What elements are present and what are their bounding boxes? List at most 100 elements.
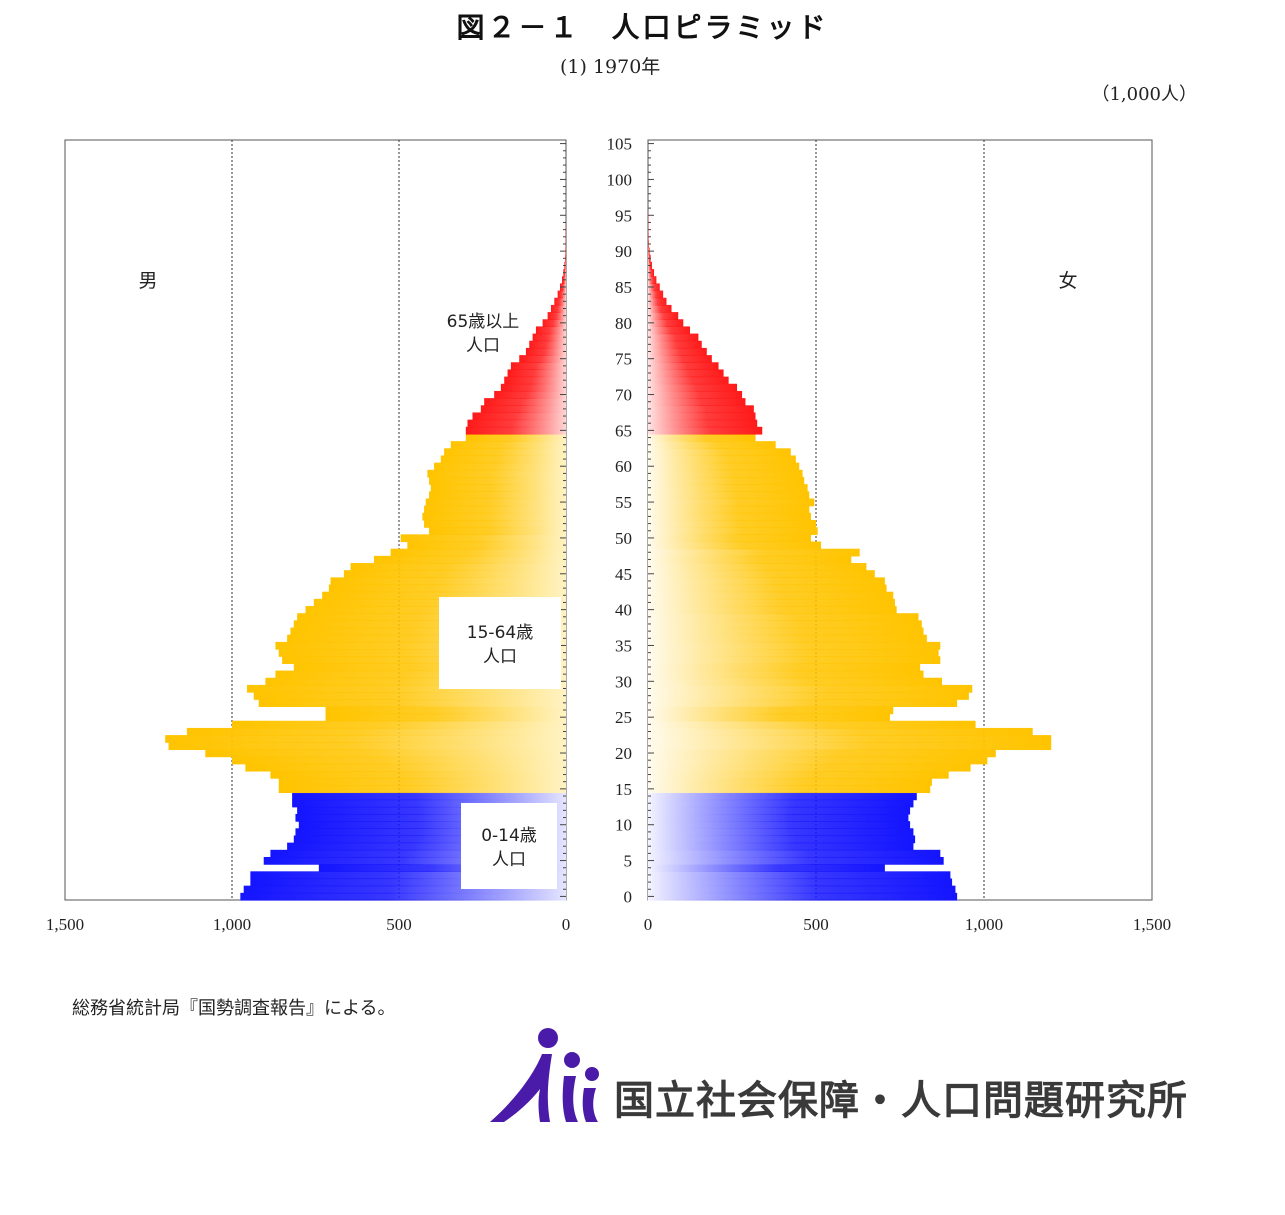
female-bar-age-15 [648,785,930,793]
male-bar-age-66 [467,420,566,428]
male-bar-age-43 [329,585,566,593]
male-label: 男 [138,270,157,292]
age-tick-label: 85 [615,278,632,297]
female-bar-age-12 [648,807,910,815]
age-tick-label: 100 [607,170,633,189]
male-bar-age-14 [292,792,566,800]
ipss-logo-icon [486,1024,606,1124]
female-bar-age-26 [648,706,893,714]
female-bar-age-63 [648,441,776,449]
male-bar-age-63 [451,441,566,449]
age-tick-label: 20 [615,744,632,763]
female-bar-age-11 [648,814,908,822]
female-bar-age-51 [648,527,818,535]
age-tick-label: 80 [615,314,632,333]
age-tick-label: 60 [615,457,632,476]
male-bar-age-59 [427,470,566,478]
male-bar-age-47 [374,556,566,564]
female-bar-age-29 [648,685,972,693]
female-bar-age-75 [648,355,712,363]
female-bar-age-39 [648,613,918,621]
age-tick-label: 45 [615,565,632,584]
female-bar-age-71 [648,384,737,392]
elderly-group-label: 65歳以上 [447,312,520,332]
female-bar-age-73 [648,369,724,377]
female-bar-age-23 [648,728,1033,736]
female-x-tick-label: 1,000 [965,915,1003,934]
elderly-group-label: 人口 [466,336,500,356]
age-tick-label: 50 [615,529,632,548]
female-bar-age-40 [648,606,897,614]
female-bar-age-81 [648,312,678,320]
male-bar-age-72 [504,377,566,385]
male-bar-age-56 [429,491,566,499]
female-bar-age-1 [648,886,955,894]
female-bar-age-50 [648,534,811,542]
source-note: 総務省統計局『国勢調査報告』による。 [72,994,395,1020]
young-group-label: 0-14歳 [481,826,537,846]
male-bar-age-21 [169,742,566,750]
age-axis: 0 5 10 15 20 25 30 35 40 45 50 55 60 65 70 75 80 85 90 95 10… [560,135,654,907]
age-tick-label: 75 [615,350,632,369]
female-bar-age-48 [648,549,860,557]
female-bar-age-69 [648,398,745,406]
female-bar-age-28 [648,692,969,700]
female-bar-age-78 [648,334,698,342]
female-bar-age-13 [648,800,913,808]
female-bar-age-0 [648,893,957,901]
working-group-label: 15-64歳 [467,623,533,643]
female-bar-age-27 [648,699,957,707]
male-bar-age-77 [529,341,566,349]
organization-name: 国立社会保障・人口問題研究所 [614,1068,1188,1126]
male-bar-age-0 [240,893,566,901]
female-x-tick-label: 0 [644,915,653,934]
female-bar-age-68 [648,405,754,413]
male-bar-age-52 [424,520,566,528]
organization-logo: 国立社会保障・人口問題研究所 [486,1024,1246,1124]
female-bar-age-3 [648,871,950,879]
male-bar-age-24 [232,721,566,729]
female-bar-age-34 [648,649,939,657]
female-bar-age-17 [648,771,949,779]
female-bar-age-18 [648,764,971,772]
female-bar-age-65 [648,427,762,435]
male-bar-age-26 [326,706,566,714]
male-bar-age-44 [331,577,566,585]
age-tick-label: 35 [615,636,632,655]
female-bar-age-6 [648,850,940,858]
female-bar-age-9 [648,828,913,836]
male-bar-age-68 [481,405,566,413]
female-bar-age-38 [648,620,922,628]
female-bar-age-45 [648,570,875,578]
age-tick-label: 55 [615,493,632,512]
working-group-label: 人口 [483,647,517,667]
age-tick-label: 25 [615,708,632,727]
female-bar-age-60 [648,463,799,471]
age-tick-label: 30 [615,672,632,691]
female-bar-age-70 [648,391,742,399]
age-tick-label: 95 [615,206,632,225]
female-bar-age-10 [648,821,910,829]
female-bar-age-16 [648,778,932,786]
male-panel [65,140,566,901]
male-bar-age-79 [536,326,566,334]
male-bar-age-69 [484,398,566,406]
female-bar-age-54 [648,506,809,514]
female-bar-age-58 [648,477,804,485]
female-bar-age-35 [648,642,940,650]
male-bar-age-51 [429,527,566,535]
female-panel [648,140,1152,901]
male-bar-age-15 [279,785,566,793]
female-bar-age-66 [648,420,757,428]
female-bar-age-55 [648,498,814,506]
female-bar-age-67 [648,412,756,420]
male-x-tick-label: 1,500 [46,915,84,934]
female-bar-age-79 [648,326,690,334]
female-bar-age-41 [648,599,895,607]
male-bar-age-25 [326,714,566,722]
male-bar-age-70 [494,391,566,399]
male-bar-age-54 [424,506,566,514]
female-bar-age-52 [648,520,816,528]
young-group-label: 人口 [492,850,526,870]
male-bar-age-19 [232,757,566,765]
